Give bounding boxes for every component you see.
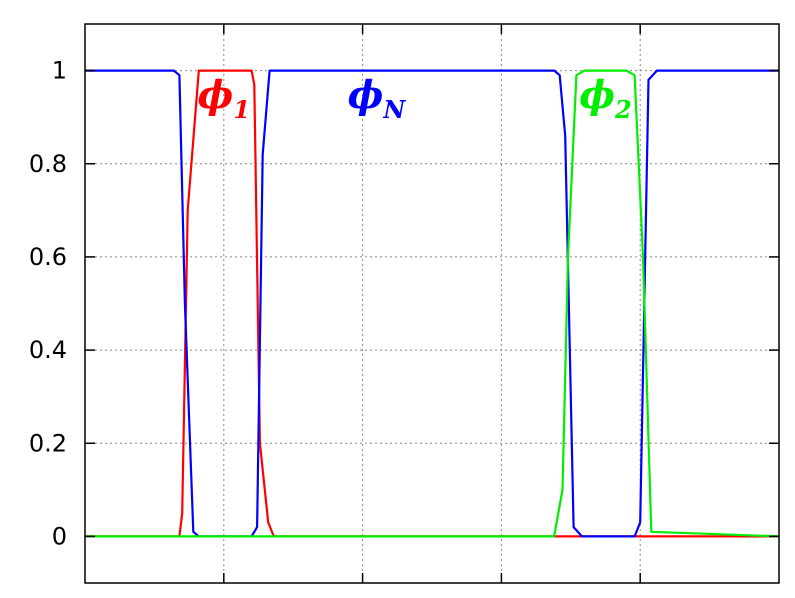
series-lines [85, 69, 780, 538]
series-label-symbol: ϕ [579, 72, 615, 117]
series-label-phi_N: ϕN [348, 72, 407, 124]
series-label-phi_1: ϕ1 [198, 72, 250, 124]
series-line-phi_2 [85, 69, 780, 538]
axis-ticks: 0 0.2 0.4 0.6 0.8 1 [29, 24, 779, 583]
y-tick-label: 0.4 [29, 336, 67, 364]
series-label-phi_2: ϕ2 [579, 72, 631, 124]
series-label-subscript: N [382, 95, 406, 124]
series-label-symbol: ϕ [198, 72, 234, 117]
series-label-subscript: 1 [233, 95, 250, 124]
plot-frame [84, 23, 780, 584]
series-line-phi_1 [85, 69, 779, 538]
grid-lines [85, 24, 779, 583]
series-label-subscript: 2 [614, 95, 632, 124]
series-line-phi_N [85, 69, 779, 538]
series-label-symbol: ϕ [348, 72, 384, 117]
y-tick-label: 0.2 [29, 429, 67, 457]
series-labels: ϕ1 ϕN ϕ2 [198, 72, 632, 124]
y-tick-label: 0 [52, 522, 67, 550]
y-tick-label: 1 [52, 57, 67, 85]
y-tick-label: 0.6 [29, 243, 67, 271]
y-tick-label: 0.8 [29, 150, 67, 178]
